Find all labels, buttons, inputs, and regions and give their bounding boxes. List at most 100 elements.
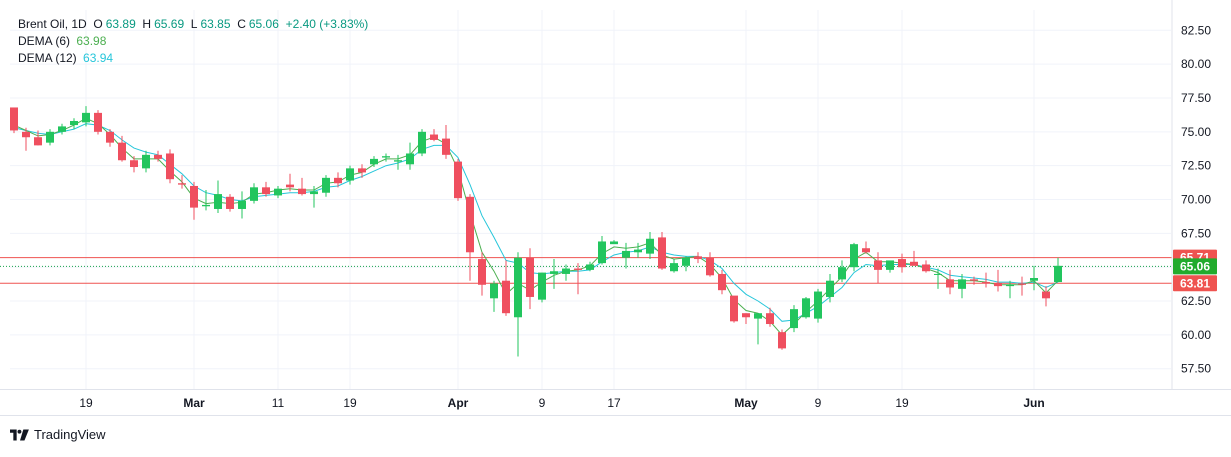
candle — [670, 259, 678, 273]
candle — [634, 242, 642, 258]
candle-body — [958, 279, 966, 289]
candle — [70, 118, 78, 130]
candle — [94, 110, 102, 135]
candle — [994, 269, 1002, 292]
candle — [562, 264, 570, 281]
candle-body — [658, 237, 666, 269]
candle-body — [142, 154, 150, 169]
y-tick-label: 62.50 — [1181, 294, 1211, 308]
candle — [1018, 276, 1026, 296]
candle-body — [610, 241, 618, 245]
candle-body — [550, 271, 558, 274]
candle — [550, 259, 558, 289]
candle-body — [598, 241, 606, 264]
legend-dema12-row[interactable]: DEMA (12) 63.94 — [18, 50, 368, 67]
candle — [526, 248, 534, 310]
price-axis[interactable]: 57.5060.0062.5065.0067.5070.0072.5075.00… — [1181, 23, 1211, 375]
time-axis[interactable]: 19 Mar 11 19 Apr 9 17 May 9 19 Jun — [79, 396, 1044, 410]
candle-body — [826, 280, 834, 297]
candle-body — [10, 107, 18, 131]
candle-body — [334, 177, 342, 184]
candle-body — [586, 264, 594, 270]
axes — [0, 0, 1231, 416]
candle-body — [238, 200, 246, 209]
candle — [706, 252, 714, 277]
candle-body — [778, 332, 786, 349]
candle — [310, 185, 318, 208]
candle-body — [874, 260, 882, 270]
candle-body — [670, 263, 678, 272]
candle-body — [274, 188, 282, 196]
candle-body — [514, 257, 522, 318]
price-label-low-bg — [1173, 275, 1217, 292]
price-label-last: 65.06 — [1173, 258, 1217, 275]
x-tick-label: 9 — [815, 396, 822, 410]
candle-body — [262, 187, 270, 195]
candle — [478, 252, 486, 296]
candle-body — [118, 142, 126, 161]
legend-dema6-row[interactable]: DEMA (6) 63.98 — [18, 33, 368, 50]
candle-body — [634, 249, 642, 253]
candle-body — [70, 120, 78, 126]
candle-body — [394, 160, 402, 162]
candle — [1030, 265, 1038, 291]
candle-body — [910, 261, 918, 266]
dema-12-polyline — [13, 123, 1059, 322]
candle-body — [454, 161, 462, 199]
price-label-last-bg — [1173, 258, 1217, 275]
candle-body — [310, 191, 318, 195]
candle-body — [934, 273, 942, 275]
y-tick-label: 72.50 — [1181, 159, 1211, 173]
candle-body — [526, 257, 534, 297]
candle — [226, 194, 234, 212]
x-tick-label: 19 — [343, 396, 357, 410]
change-value: +2.40 (+3.83%) — [285, 17, 369, 31]
candle-body — [106, 131, 114, 143]
candle — [754, 313, 762, 345]
candle — [814, 288, 822, 323]
candle-body — [970, 279, 978, 281]
candle-body — [994, 283, 1002, 287]
symbol-name[interactable]: Brent Oil — [18, 17, 65, 31]
y-tick-label: 67.50 — [1181, 226, 1211, 240]
candle — [598, 236, 606, 265]
candle — [730, 295, 738, 323]
candle — [622, 242, 630, 269]
candle — [538, 272, 546, 303]
candle-body — [130, 160, 138, 168]
tradingview-brand[interactable]: TradingView — [10, 427, 106, 442]
candle — [262, 181, 270, 197]
candle — [238, 191, 246, 219]
candle — [382, 153, 390, 162]
candle — [586, 261, 594, 272]
candle-body — [82, 112, 90, 123]
candle-body — [694, 256, 702, 260]
y-tick-label: 77.50 — [1181, 91, 1211, 105]
y-tick-label: 82.50 — [1181, 23, 1211, 37]
candle-body — [382, 156, 390, 158]
candle — [454, 158, 462, 201]
candle-body — [802, 298, 810, 318]
candle — [982, 272, 990, 288]
candle-body — [430, 134, 438, 140]
candle — [970, 276, 978, 285]
legend-main-row: Brent Oil, 1D O 63.89 H 65.69 L 63.85 C 65.0… — [18, 17, 369, 31]
candle-body — [502, 280, 510, 314]
candle — [646, 231, 654, 260]
y-tick-label: 60.00 — [1181, 328, 1211, 342]
open-value: 63.89 — [105, 17, 136, 31]
candle-body — [370, 158, 378, 165]
candle — [838, 260, 846, 283]
candle-body — [754, 313, 762, 319]
candle — [106, 129, 114, 147]
candle-body — [322, 177, 330, 193]
candle-body — [838, 267, 846, 280]
candle — [742, 313, 750, 325]
candle-body — [982, 282, 990, 284]
candle — [1042, 286, 1050, 307]
close-value: 65.06 — [248, 17, 279, 31]
candle-body — [46, 131, 54, 143]
interval[interactable]: 1D — [71, 17, 87, 31]
